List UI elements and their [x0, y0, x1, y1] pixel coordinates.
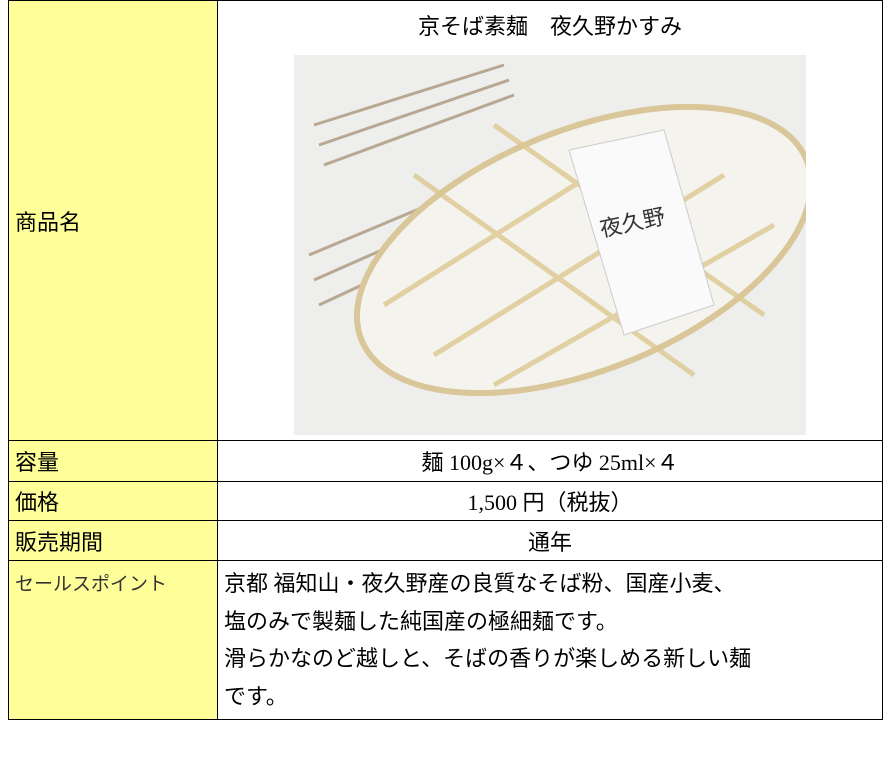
text-line: 京都 福知山・夜久野産の良質なそば粉、国産小麦、	[224, 571, 736, 596]
text-line: です。	[224, 683, 288, 709]
label: 容量	[8, 440, 218, 482]
cell: 通年	[217, 520, 883, 561]
text-line: 滑らかなのど越しと、そばの香りが楽しめる新しい麺	[224, 646, 752, 671]
cell: 京そば素麺 夜久野かすみ 夜久野	[217, 0, 883, 441]
text-line: 塩のみで製麺した純国産の極細麺です。	[224, 608, 618, 634]
sales-point: 京都 福知山・夜久野産の良質なそば粉、国産小麦、 塩のみで製麺した純国産の極細麺で…	[218, 561, 882, 719]
row: 販売期間 通年	[8, 520, 883, 561]
cell: 京都 福知山・夜久野産の良質なそば粉、国産小麦、 塩のみで製麺した純国産の極細麺で…	[217, 560, 883, 720]
cell: 麺 100g×４、つゆ 25ml×４	[217, 440, 883, 482]
label: 販売期間	[8, 520, 218, 561]
row: 容量 麺 100g×４、つゆ 25ml×４	[8, 440, 883, 482]
row: 価格 1,500 円（税抜）	[8, 481, 883, 521]
row: セールスポイント 京都 福知山・夜久野産の良質なそば粉、国産小麦、 塩のみで製麺し…	[8, 560, 883, 720]
label: 価格	[8, 481, 218, 521]
product-photo: 夜久野	[294, 55, 806, 435]
product-table: 商品名 京そば素麺 夜久野かすみ 夜久野 容量	[8, 0, 883, 720]
row: 商品名 京そば素麺 夜久野かすみ 夜久野	[8, 0, 883, 441]
label: セールスポイント	[8, 560, 218, 720]
product-title: 京そば素麺 夜久野かすみ	[417, 14, 682, 39]
label: 商品名	[8, 0, 218, 441]
cell: 1,500 円（税抜）	[217, 481, 883, 521]
